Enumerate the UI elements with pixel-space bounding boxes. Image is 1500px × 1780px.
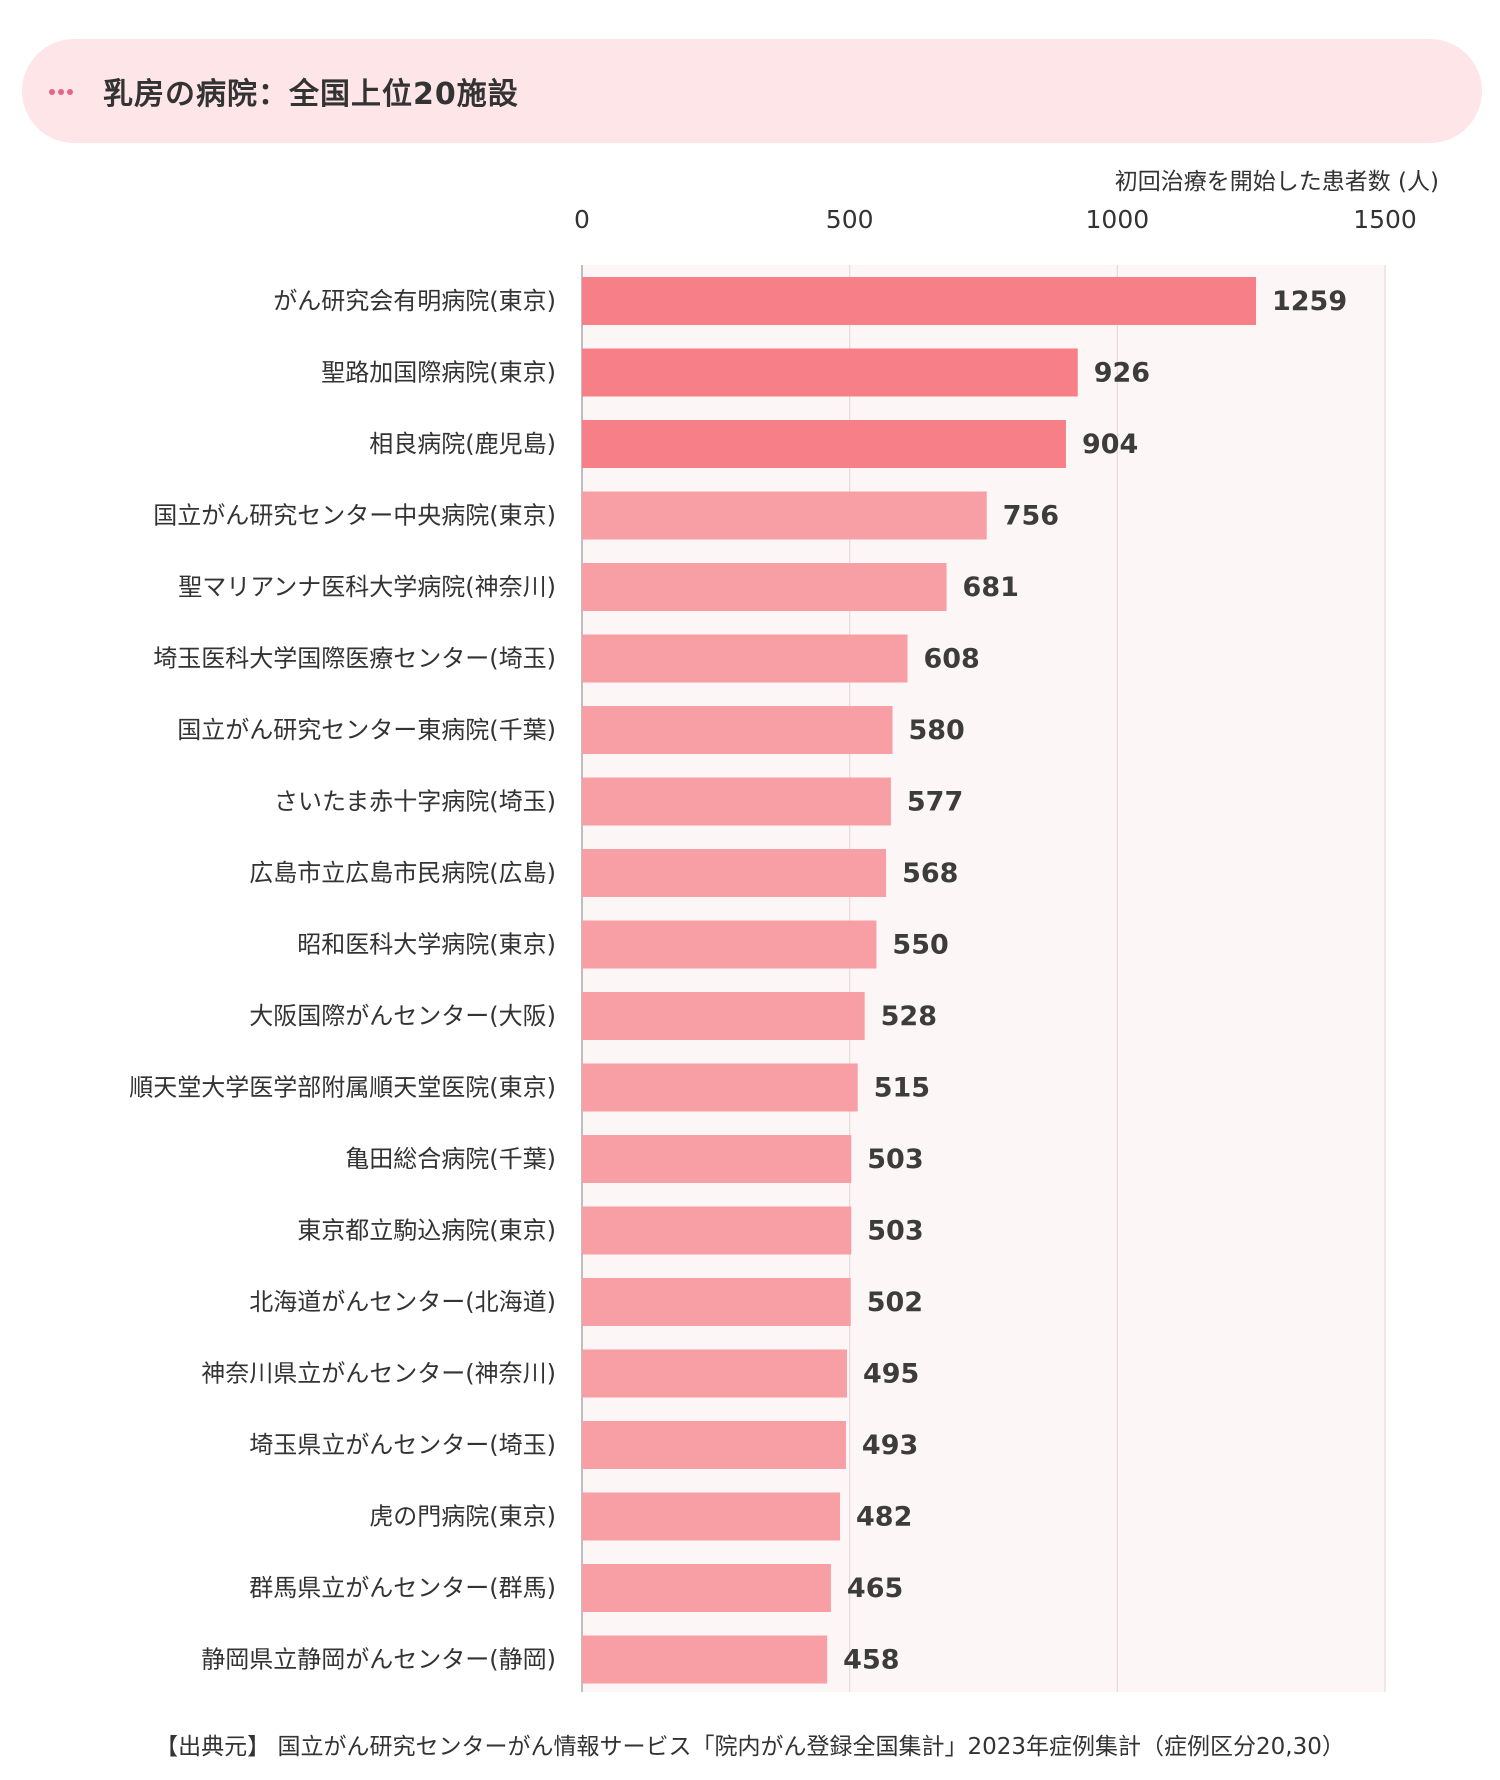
- value-label: 577: [907, 787, 963, 818]
- chart-title: 乳房の病院：全国上位20施設: [103, 77, 519, 112]
- bar: [582, 491, 987, 540]
- bar: [582, 277, 1256, 325]
- category-label: 北海道がんセンター(北海道): [249, 1288, 556, 1316]
- bar: [582, 420, 1066, 468]
- category-label: 埼玉県立がんセンター(埼玉): [249, 1431, 556, 1459]
- bar-chart: 0 500 1000 1500 がん研究会有明病院(東京) 1259 聖路加国際病院(東京)…: [129, 205, 1417, 1692]
- bar: [582, 777, 891, 826]
- category-label: 東京都立駒込病院(東京): [297, 1217, 556, 1245]
- bar: [582, 1206, 852, 1255]
- bar: [582, 1349, 847, 1398]
- value-label: 904: [1082, 429, 1138, 460]
- value-label: 926: [1094, 358, 1150, 389]
- category-label: 聖マリアンナ医科大学病院(神奈川): [178, 573, 556, 601]
- bar: [582, 1635, 828, 1684]
- value-label: 550: [892, 930, 948, 961]
- category-label: 群馬県立がんセンター(群馬): [249, 1574, 556, 1602]
- category-label: 昭和医科大学病院(東京): [297, 931, 556, 959]
- value-label: 493: [862, 1430, 918, 1461]
- source-note: 【出典元】 国立がん研究センターがん情報サービス「院内がん登録全国集計」2023…: [155, 1734, 1345, 1760]
- category-label: 神奈川県立がんセンター(神奈川): [201, 1360, 556, 1388]
- value-label: 502: [867, 1287, 923, 1318]
- x-tick-label: 1000: [1086, 205, 1150, 234]
- bar: [582, 1564, 831, 1612]
- category-label: 大阪国際がんセンター(大阪): [249, 1002, 556, 1030]
- bar: [582, 634, 908, 683]
- x-axis-label: 初回治療を開始した患者数 (人): [1114, 169, 1439, 195]
- value-label: 580: [908, 715, 964, 746]
- bar: [582, 1063, 858, 1112]
- value-label: 495: [863, 1359, 919, 1390]
- bar: [582, 1135, 852, 1183]
- x-tick-label: 500: [826, 205, 874, 234]
- bar: [582, 992, 865, 1040]
- more-dots-icon: [49, 89, 73, 95]
- x-tick-label: 0: [574, 205, 590, 234]
- value-label: 1259: [1272, 286, 1347, 317]
- category-label: がん研究会有明病院(東京): [273, 287, 556, 315]
- value-label: 568: [902, 858, 958, 889]
- category-label: 虎の門病院(東京): [369, 1503, 556, 1531]
- category-label: 相良病院(鹿児島): [369, 430, 556, 458]
- title-card: 乳房の病院：全国上位20施設: [22, 39, 1482, 143]
- category-label: 静岡県立静岡がんセンター(静岡): [201, 1646, 556, 1674]
- value-label: 465: [847, 1573, 903, 1604]
- category-label: 国立がん研究センター中央病院(東京): [153, 502, 556, 530]
- value-label: 458: [843, 1645, 899, 1676]
- bar: [582, 920, 877, 969]
- category-label: 広島市立広島市民病院(広島): [249, 859, 556, 887]
- bar: [582, 706, 893, 754]
- value-label: 608: [923, 644, 979, 675]
- value-label: 756: [1003, 501, 1059, 532]
- value-label: 528: [881, 1001, 937, 1032]
- plot-area: [582, 265, 1385, 1692]
- category-label: さいたま赤十字病院(埼玉): [274, 788, 556, 816]
- category-label: 聖路加国際病院(東京): [321, 359, 556, 387]
- value-label: 503: [867, 1216, 923, 1247]
- bar: [582, 1421, 846, 1469]
- value-label: 503: [867, 1144, 923, 1175]
- value-label: 515: [874, 1073, 930, 1104]
- category-label: 順天堂大学医学部附属順天堂医院(東京): [129, 1074, 556, 1102]
- category-label: 国立がん研究センター東病院(千葉): [177, 716, 556, 744]
- bar: [582, 348, 1078, 397]
- category-label: 埼玉医科大学国際医療センター(埼玉): [153, 645, 556, 673]
- bar: [582, 563, 947, 611]
- value-label: 482: [856, 1502, 912, 1533]
- bar: [582, 849, 887, 897]
- category-label: 亀田総合病院(千葉): [345, 1145, 556, 1173]
- bar: [582, 1492, 841, 1541]
- x-tick-label: 1500: [1353, 205, 1417, 234]
- value-label: 681: [963, 572, 1019, 603]
- bar: [582, 1278, 851, 1326]
